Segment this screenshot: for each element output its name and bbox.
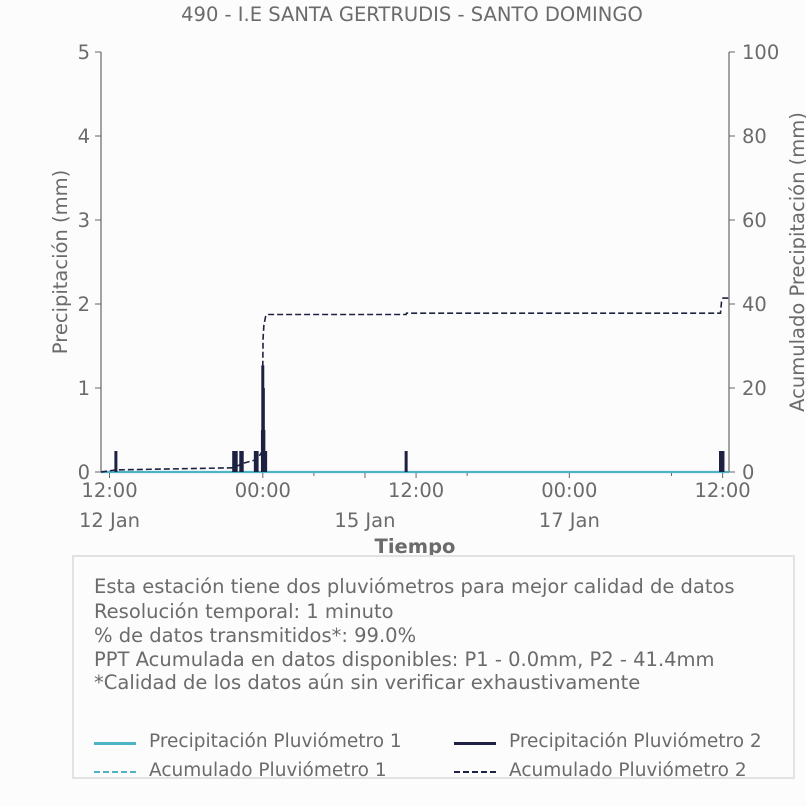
y-tick-label: 5 (78, 41, 90, 64)
y2-tick-label: 0 (742, 461, 754, 484)
y-tick-label: 4 (78, 125, 90, 148)
legend-label-a2: Acumulado Pluviómetro 2 (509, 760, 747, 781)
legend-label-p1: Precipitación Pluviómetro 1 (149, 731, 402, 752)
y-tick-label: 1 (78, 377, 90, 400)
y-tick-label: 2 (78, 293, 90, 316)
y2-tick-label: 40 (742, 293, 767, 316)
chart-title: 490 - I.E SANTA GERTRUDIS - SANTO DOMING… (181, 3, 643, 26)
info-line-quality: *Calidad de los datos aún sin verificar … (94, 671, 641, 694)
y2-tick-label: 100 (742, 41, 779, 64)
x-tick-sublabel: 17 Jan (539, 509, 600, 532)
legend-swatch-a2 (454, 771, 496, 773)
legend-swatch-p2 (454, 742, 496, 745)
x-tick-label: 00:00 (235, 479, 291, 502)
legend-label-p2: Precipitación Pluviómetro 2 (509, 731, 762, 752)
y-tick-label: 0 (78, 461, 90, 484)
x-tick-label: 12:00 (81, 479, 137, 502)
x-tick-label: 12:00 (388, 479, 444, 502)
legend-label-a1: Acumulado Pluviómetro 1 (149, 760, 387, 781)
y2-tick-label: 20 (742, 377, 767, 400)
y2-tick-label: 60 (742, 209, 767, 232)
info-panel: Esta estación tiene dos pluviómetros par… (72, 555, 795, 781)
precipitation-chart: 490 - I.E SANTA GERTRUDIS - SANTO DOMING… (49, 3, 806, 558)
x-tick-label: 00:00 (541, 479, 597, 502)
x-tick-sublabel: 12 Jan (79, 509, 140, 532)
y2-axis-label: Acumulado Precipitación (mm) (786, 112, 806, 412)
legend-swatch-a1 (94, 771, 136, 773)
x-tick-sublabel: 15 Jan (334, 509, 395, 532)
series-4-line (100, 297, 729, 473)
y2-tick-label: 80 (742, 125, 767, 148)
y-tick-label: 3 (78, 209, 90, 232)
y-axis-label: Precipitación (mm) (49, 170, 72, 354)
info-line-stations: Esta estación tiene dos pluviómetros par… (94, 575, 735, 598)
info-line-accumulated: PPT Acumulada en datos disponibles: P1 -… (94, 648, 715, 671)
info-line-resolution: Resolución temporal: 1 minuto (94, 600, 394, 623)
legend-swatch-p1 (94, 742, 136, 745)
x-axis-label: Tiempo (375, 535, 456, 558)
x-tick-label: 12:00 (695, 479, 751, 502)
info-line-transmitted: % de datos transmitidos*: 99.0% (94, 624, 417, 647)
